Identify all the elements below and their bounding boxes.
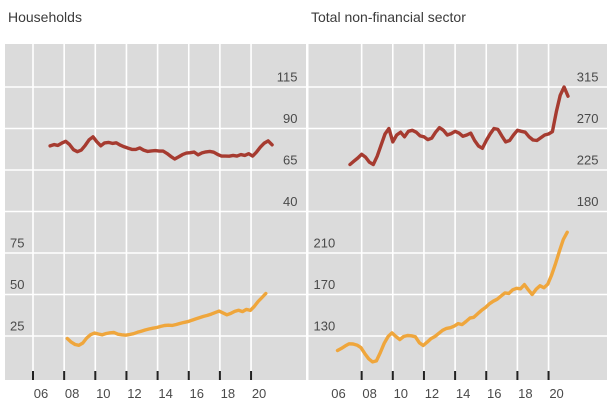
svg-text:25: 25 xyxy=(10,319,24,334)
panel-title-households: Households xyxy=(8,9,82,25)
left-axis-labels: 210 170 130 xyxy=(314,236,336,334)
svg-text:75: 75 xyxy=(10,236,24,251)
svg-text:50: 50 xyxy=(10,277,24,292)
x-axis-ticks xyxy=(360,371,550,380)
svg-text:16: 16 xyxy=(487,386,501,401)
svg-text:06: 06 xyxy=(34,386,48,401)
series-total-red xyxy=(348,85,570,167)
series-total-orange xyxy=(335,230,569,364)
svg-text:210: 210 xyxy=(314,236,336,251)
left-axis-labels: 75 50 25 xyxy=(10,236,24,334)
panel-title-total-non-financial: Total non-financial sector xyxy=(311,9,466,25)
svg-text:12: 12 xyxy=(425,386,439,401)
svg-text:14: 14 xyxy=(158,386,172,401)
chart-panel-1: 06 08 10 12 14 16 18 20 315 270 225 180 210 170 130 xyxy=(308,44,607,401)
svg-text:90: 90 xyxy=(283,111,297,126)
svg-text:18: 18 xyxy=(221,386,235,401)
x-axis-labels: 06 08 10 12 14 16 18 20 xyxy=(34,386,267,401)
series-households-red xyxy=(48,135,274,161)
gridlines xyxy=(5,44,306,380)
svg-text:20: 20 xyxy=(549,386,563,401)
svg-text:170: 170 xyxy=(314,277,336,292)
svg-text:08: 08 xyxy=(362,386,376,401)
svg-text:12: 12 xyxy=(127,386,141,401)
svg-text:225: 225 xyxy=(577,153,599,168)
svg-text:180: 180 xyxy=(577,194,599,209)
svg-text:40: 40 xyxy=(283,194,297,209)
svg-text:14: 14 xyxy=(456,386,470,401)
svg-text:270: 270 xyxy=(577,111,599,126)
svg-text:10: 10 xyxy=(394,386,408,401)
right-axis-labels: 315 270 225 180 xyxy=(577,70,599,210)
svg-text:315: 315 xyxy=(577,70,599,85)
svg-text:06: 06 xyxy=(331,386,345,401)
x-axis-ticks xyxy=(32,371,253,380)
right-axis-labels: 115 90 65 40 xyxy=(277,70,298,210)
svg-text:08: 08 xyxy=(65,386,79,401)
svg-text:20: 20 xyxy=(252,386,266,401)
chart-panel-0: 06 08 10 12 14 16 18 20 115 90 65 40 75 50 25 xyxy=(5,44,306,401)
svg-text:65: 65 xyxy=(283,153,297,168)
svg-text:115: 115 xyxy=(277,70,298,85)
series-households-orange xyxy=(65,291,268,347)
svg-text:10: 10 xyxy=(96,386,110,401)
svg-text:16: 16 xyxy=(190,386,204,401)
svg-text:130: 130 xyxy=(314,319,336,334)
svg-text:18: 18 xyxy=(518,386,532,401)
x-axis-labels: 06 08 10 12 14 16 18 20 xyxy=(331,386,564,401)
